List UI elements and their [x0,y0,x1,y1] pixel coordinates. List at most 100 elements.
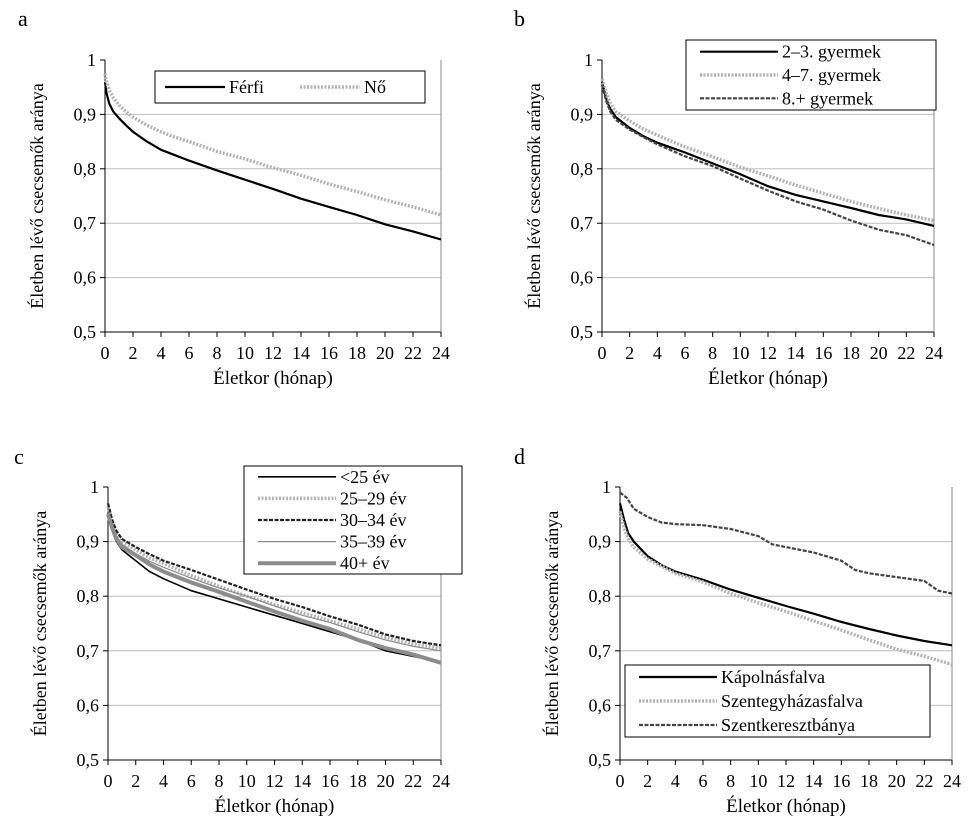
series-line-5 [106,513,442,665]
y-tick-label: 0,6 [77,695,100,715]
x-tick-label: 2 [129,343,138,363]
legend-label: 35–39 év [340,532,407,552]
y-tick-label: 0,9 [571,104,594,124]
legend-label: Nő [364,77,386,97]
x-tick-label: 8 [213,343,222,363]
x-tick-label: 4 [671,771,680,791]
y-tick-label: 0,9 [589,532,612,552]
x-tick-label: 6 [699,771,708,791]
x-tick-label: 18 [349,771,367,791]
legend: Kápolnásfalva Szentegyházasfalva Szentkere… [624,664,931,738]
x-tick-label: 2 [131,771,140,791]
x-tick-label: 22 [915,771,933,791]
series-line-2 [618,511,953,667]
x-tick-label: 16 [321,771,339,791]
x-tick-label: 24 [432,343,450,363]
x-tick-label: 8 [215,771,224,791]
y-tick-label: 0,7 [77,641,100,661]
x-tick-label: 20 [870,343,888,363]
x-axis-label: Életkor (hónap) [213,367,333,389]
x-tick-label: 2 [643,771,652,791]
x-tick-label: 12 [777,771,795,791]
x-tick-label: 18 [842,343,860,363]
x-tick-label: 20 [888,771,906,791]
x-tick-label: 20 [377,771,395,791]
legend-label: Szentkeresztbánya [721,715,855,735]
x-tick-label: 6 [681,343,690,363]
x-axis-label: Életkor (hónap) [708,367,828,389]
x-tick-label: 8 [708,343,717,363]
series-line-2 [106,505,442,650]
series-line-3 [619,491,953,595]
panel-label: c [14,444,24,469]
y-tick-label: 0,9 [74,104,97,124]
y-tick-label: 0,8 [589,586,612,606]
series-line-1 [618,503,953,647]
legend-label: <25 év [340,467,390,487]
y-tick-label: 0,7 [74,213,97,233]
x-tick-label: 4 [159,771,168,791]
x-tick-label: 24 [432,771,450,791]
x-tick-label: 14 [787,343,805,363]
legend-label: Kápolnásfalva [721,667,825,687]
x-tick-label: 10 [731,343,749,363]
x-tick-label: 24 [925,343,943,363]
x-tick-label: 22 [404,343,422,363]
y-tick-label: 0,5 [571,322,594,342]
chart-panel-b: b0,50,60,70,80,910 2 4 6 8 10 12 14 16 18 20 22 24Él… [514,6,943,389]
y-axis-label: Életben lévő csecsemők aránya [523,83,544,308]
x-tick-label: 16 [320,343,338,363]
x-tick-label: 22 [897,343,915,363]
chart-panel-a: a0,50,60,70,80,910 2 4 6 8 10 12 14 16 18 20 22 24Él… [18,6,450,389]
x-tick-label: 10 [236,343,254,363]
x-tick-label: 10 [749,771,767,791]
legend-label: 4–7. gyermek [782,65,881,85]
panel-label: d [514,444,525,469]
series-line-1 [103,81,442,241]
x-tick-label: 4 [653,343,662,363]
chart-panel-d: d0,50,60,70,80,910 2 4 6 8 10 12 14 16 18 20 22 24Él… [514,444,961,817]
legend-label: Szentegyházasfalva [721,691,863,711]
y-tick-label: 0,8 [74,159,97,179]
x-axis-label: Életkor (hónap) [215,795,335,817]
y-axis-label: Életben lévő csecsemők aránya [541,511,562,736]
series-line-3 [106,503,442,647]
panel-label: b [514,6,525,31]
x-tick-label: 24 [943,771,961,791]
y-tick-label: 0,5 [74,322,97,342]
y-tick-label: 1 [87,50,96,70]
panel-label: a [18,6,28,31]
x-tick-label: 16 [814,343,832,363]
x-axis-label: Életkor (hónap) [726,795,846,817]
x-tick-label: 14 [805,771,823,791]
legend-label: 40+ év [340,553,390,573]
y-axis-label: Életben lévő csecsemők aránya [26,83,47,308]
x-tick-label: 22 [404,771,422,791]
x-tick-label: 12 [264,343,282,363]
y-tick-label: 0,8 [77,586,100,606]
x-tick-label: 6 [185,343,194,363]
x-tick-label: 14 [292,343,310,363]
legend: Férfi Nő [154,70,426,104]
y-axis-label: Életben lévő csecsemők aránya [29,511,50,736]
x-tick-label: 10 [238,771,256,791]
chart-panel-c: c0,50,60,70,80,910 2 4 6 8 10 12 14 16 18 20 22 24Él… [14,444,463,817]
x-tick-label: 0 [104,771,113,791]
y-tick-label: 1 [584,50,593,70]
y-tick-label: 0,5 [589,750,612,770]
x-tick-label: 16 [832,771,850,791]
legend-label: 30–34 év [340,510,407,530]
legend: 2–3. gyermek 4–7. gyermek 8.+ gyermek [685,39,937,111]
y-tick-label: 0,8 [571,159,594,179]
series-line-2 [103,73,442,217]
y-tick-label: 0,6 [571,268,594,288]
y-tick-label: 1 [90,477,99,497]
x-tick-label: 0 [616,771,625,791]
legend-label: 2–3. gyermek [782,42,881,62]
x-tick-label: 18 [348,343,366,363]
y-tick-label: 0,6 [589,695,612,715]
series-line-1 [600,81,935,227]
x-tick-label: 20 [376,343,394,363]
x-tick-label: 6 [187,771,196,791]
